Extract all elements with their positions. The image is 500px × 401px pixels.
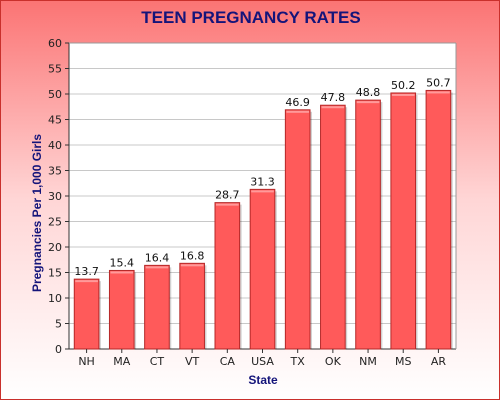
y-tick-label: 35 (48, 165, 62, 178)
bar-highlight (75, 280, 98, 283)
y-tick-label: 60 (48, 37, 62, 50)
y-tick-label: 55 (48, 63, 62, 76)
bar-highlight (427, 91, 450, 94)
bar-highlight (356, 101, 380, 104)
bar (390, 92, 417, 350)
x-tick-label: OK (325, 355, 342, 368)
bar-highlight (251, 190, 274, 193)
bar (284, 109, 311, 350)
data-label: 50.7 (426, 76, 451, 89)
y-tick-label: 40 (48, 139, 62, 152)
x-axis-label: State (248, 373, 278, 387)
y-axis-label: Pregnancies Per 1,000 Girls (30, 134, 44, 292)
bar (425, 89, 452, 350)
bar (214, 202, 241, 350)
x-tick-label: MS (395, 355, 411, 368)
bar (355, 99, 381, 350)
y-tick-label: 25 (48, 216, 62, 229)
data-label: 48.8 (356, 86, 381, 99)
data-label: 31.3 (250, 175, 275, 188)
x-tick-label: CA (220, 355, 236, 368)
bar-highlight (145, 266, 169, 269)
bar-highlight (321, 106, 345, 109)
bar-highlight (216, 203, 239, 206)
y-tick-label: 20 (48, 241, 62, 254)
data-label: 15.4 (110, 256, 135, 269)
bar-highlight (180, 264, 204, 267)
bar-highlight (110, 271, 134, 274)
x-tick-label: NM (359, 355, 377, 368)
y-tick-label: 50 (48, 88, 62, 101)
x-tick-label: AR (431, 355, 447, 368)
data-label: 16.4 (145, 251, 170, 264)
x-tick-label: USA (251, 355, 274, 368)
x-tick-label: TX (290, 355, 306, 368)
data-label: 16.8 (180, 249, 205, 262)
y-tick-label: 10 (48, 292, 62, 305)
data-label: 50.2 (391, 79, 416, 92)
bar (108, 269, 135, 350)
data-label: 13.7 (74, 265, 99, 278)
y-tick-label: 30 (48, 190, 62, 203)
y-tick-label: 15 (48, 267, 62, 280)
y-tick-label: 0 (55, 343, 62, 356)
bar (179, 262, 205, 350)
data-label: 46.9 (285, 96, 310, 109)
data-label: 28.7 (215, 189, 240, 202)
bar-highlight (286, 110, 309, 113)
bar (320, 104, 346, 350)
data-label: 47.8 (321, 91, 346, 104)
y-tick-label: 45 (48, 114, 62, 127)
y-tick-label: 5 (55, 318, 62, 331)
bar (144, 264, 170, 350)
chart-title: TEEN PREGNANCY RATES (141, 8, 360, 27)
bar (73, 278, 100, 350)
x-tick-label: CT (150, 355, 165, 368)
bar (249, 188, 276, 350)
x-tick-label: NH (78, 355, 95, 368)
x-tick-label: VT (185, 355, 200, 368)
bar-highlight (391, 93, 415, 96)
x-tick-label: MA (113, 355, 130, 368)
